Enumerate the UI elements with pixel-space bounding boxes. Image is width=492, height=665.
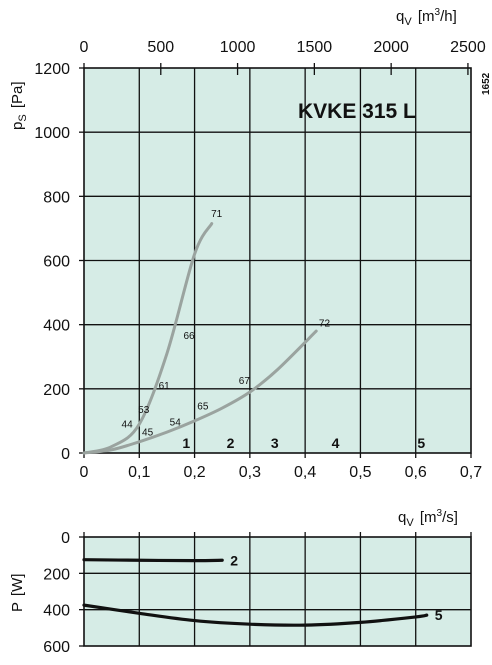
x2-axis-label-part: V: [404, 16, 412, 28]
x2-axis-label-part: /h]: [440, 8, 457, 25]
y-tick-label: 200: [43, 382, 70, 399]
x2-tick-label: 0: [80, 39, 89, 56]
fan-curve-2: [82, 329, 318, 455]
plot-area: [84, 537, 471, 646]
noise-level-label: 53: [138, 405, 150, 416]
x-tick-label: 0,7: [460, 464, 482, 481]
y-axis-label-part: P: [9, 602, 26, 612]
y-tick-label: 400: [43, 318, 70, 335]
x-axis-label-part: V: [406, 517, 414, 529]
y-axis-label-part: S: [17, 114, 29, 121]
x-axis-label-part: /s]: [442, 509, 458, 526]
noise-level-label: 71: [211, 209, 223, 220]
speed-zone-label: 3: [271, 435, 279, 451]
speed-zone-label: 2: [227, 435, 235, 451]
y-axis-label-part: [W]: [9, 574, 26, 601]
speed-zone-label: 4: [332, 435, 340, 451]
power-curve-2: [82, 558, 224, 563]
plot-frame: [83, 536, 472, 647]
y-axis-label: pS [Pa]: [9, 81, 29, 130]
power-curve-label: 2: [230, 552, 238, 568]
x-tick-label: 0,1: [128, 464, 150, 481]
chart-id-label: 1652: [481, 72, 492, 95]
x-tick-label: 0: [80, 464, 89, 481]
y-tick-label: 600: [43, 254, 70, 271]
x-axis-label-part: q: [398, 509, 406, 526]
noise-level-label: 54: [170, 418, 182, 429]
x2-tick-label: 1500: [297, 39, 333, 56]
chart-title: KVKE 315 L: [298, 100, 416, 123]
noise-level-label: 67: [239, 376, 251, 387]
speed-zone-label: 5: [417, 435, 425, 451]
x-tick-label: 0,6: [405, 464, 427, 481]
power-curve-label: 5: [435, 607, 443, 623]
y-tick-label: 0: [61, 446, 70, 463]
power-curve-5: [82, 603, 429, 627]
y-axis-label: P [W]: [9, 574, 26, 612]
y-tick-label: 200: [43, 566, 70, 583]
x2-tick-label: 1000: [220, 39, 256, 56]
y-tick-label: 400: [43, 603, 70, 620]
x-tick-label: 0,2: [183, 464, 205, 481]
noise-level-label: 61: [159, 381, 171, 392]
x2-tick-label: 500: [147, 39, 174, 56]
fan-curve-1: [82, 222, 214, 455]
x2-tick-label: 2500: [450, 39, 486, 56]
noise-level-label: 65: [197, 402, 209, 413]
y-tick-label: 1200: [34, 61, 70, 78]
x-axis-label-part: [m: [416, 509, 437, 526]
noise-level-label: 44: [122, 419, 134, 430]
speed-zone-label: 1: [182, 435, 190, 451]
y-tick-label: 600: [43, 639, 70, 656]
x2-axis-label: qV [m3/h]: [396, 7, 457, 28]
pressure-chart: 0 0,1 0,2 0,3 0,4 0,5 0,6 0,7 0 200 400 600 800 1000 1…: [9, 7, 492, 529]
noise-level-label: 66: [183, 331, 195, 342]
noise-level-label: 72: [319, 318, 331, 329]
power-chart: 0 200 400 600 P [W] 2 5: [9, 530, 472, 656]
y-tick-label: 1000: [34, 125, 70, 142]
x-axis-label: qV [m3/s]: [398, 508, 458, 529]
x-tick-label: 0,5: [349, 464, 371, 481]
x2-tick-label: 2000: [373, 39, 409, 56]
y-axis-label-part: p: [9, 122, 26, 130]
x-axis-label-part: 3: [437, 508, 443, 519]
y-tick-label: 800: [43, 189, 70, 206]
x2-axis-label-part: 3: [435, 7, 441, 18]
y-axis-label-part: [Pa]: [9, 81, 26, 112]
y-tick-label: 0: [61, 530, 70, 547]
x-tick-label: 0,4: [294, 464, 316, 481]
x-tick-label: 0,3: [239, 464, 261, 481]
x2-axis-label-part: q: [396, 8, 404, 25]
x2-axis-label-part: [m: [414, 8, 435, 25]
noise-level-label: 45: [142, 427, 154, 438]
